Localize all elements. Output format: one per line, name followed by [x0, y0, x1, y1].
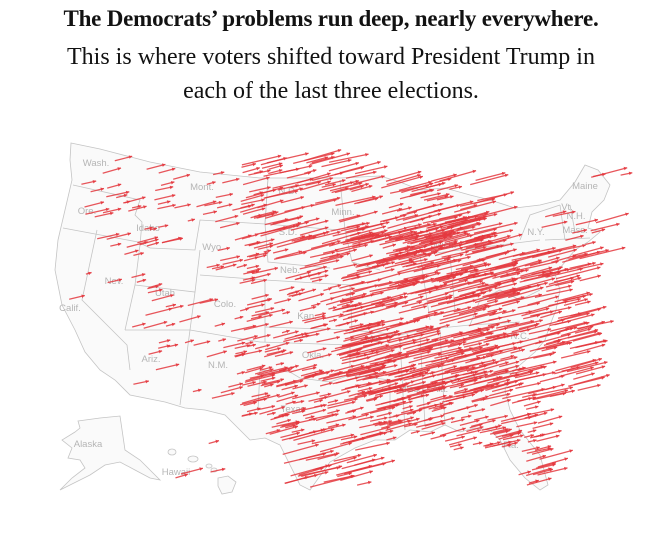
state-label: Mont.	[190, 182, 214, 193]
state-label: N.Y.	[527, 227, 544, 238]
state-label: Wash.	[83, 158, 110, 169]
state-label: N.C.	[511, 331, 530, 342]
alaska-outline	[59, 415, 162, 491]
state-label: Utah	[155, 288, 175, 299]
subhead-line-2: each of the last three elections.	[183, 78, 479, 104]
state-label: Wyo.	[202, 242, 224, 253]
subhead-line-1: This is where voters shifted toward Pres…	[67, 44, 595, 70]
state-label: Neb.	[280, 265, 300, 276]
state-label: Mass.	[562, 225, 587, 236]
state-label: Calif.	[59, 303, 81, 314]
state-label: N.H.	[567, 211, 586, 222]
headline: The Democrats’ problems run deep, nearly…	[63, 6, 599, 31]
state-label: Maine	[572, 181, 598, 192]
subhead: This is where voters shifted toward Pres…	[0, 40, 662, 108]
state-label: Alaska	[74, 439, 103, 450]
state-label: Fla.	[503, 440, 519, 451]
state-label: Kan.	[297, 311, 317, 322]
state-label: S.D.	[279, 227, 297, 238]
shift-arrows	[69, 149, 633, 488]
state-label: Ariz.	[142, 354, 161, 365]
state-label: Hawaii	[162, 467, 191, 478]
state-label: Ore.	[78, 206, 96, 217]
state-label: Vt.	[561, 202, 573, 213]
state-label: Okla.	[302, 350, 324, 361]
us-shift-map: Wash.Ore.Calif.Nev.IdahoMont.Wyo.UtahCol…	[54, 142, 633, 495]
state-label: Texas	[281, 404, 306, 415]
state-label: N.M.	[208, 360, 228, 371]
state-label: Colo.	[214, 299, 236, 310]
state-label: Minn.	[331, 207, 354, 218]
